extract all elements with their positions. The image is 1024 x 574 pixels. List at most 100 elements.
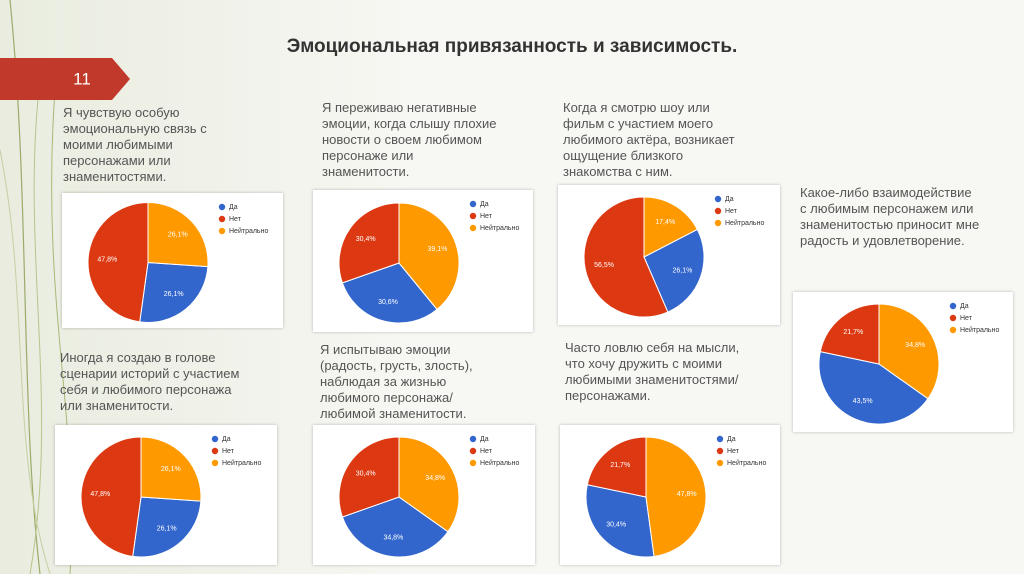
pie-slice [147,201,209,268]
chart-box: 43,5% 21,7% 34,8% Да Нет Нейтрально [793,292,1013,432]
legend-label: Нейтрально [727,459,766,467]
legend-label: Нейтрально [222,459,261,467]
legend-marker [714,219,722,227]
legend-marker [218,203,226,211]
legend-marker [716,435,724,443]
legend-label: Нейтрально [960,326,999,334]
slice-label: 56,5% [594,262,614,269]
chart-question: Я переживаю негативные эмоции, когда слы… [322,100,497,179]
chart-box: 26,1% 47,8% 26,1% Да Нет Нейтрально [62,193,283,328]
legend-marker [716,447,724,455]
pie-slice [338,202,400,284]
pie-slice [338,436,400,518]
chart-question: Когда я смотрю шоу или фильм с участием … [563,100,735,179]
legend-marker [469,224,477,232]
pie-chart: 26,1% 47,8% 26,1% Да Нет Нейтрально [87,201,268,323]
slice-label: 30,4% [356,236,376,243]
pie-chart: 26,1% 56,5% 17,4% Да Нет Нейтрально [583,195,764,318]
legend-label: Нет [480,448,493,455]
slice-label: 21,7% [610,462,630,469]
pie-slice [398,436,460,533]
legend-marker [949,326,957,334]
chart-question: Я испытываю эмоции (радость, грусть, зло… [320,342,473,421]
legend-marker [218,227,226,235]
slice-label: 30,4% [606,522,626,529]
slice-label: 17,4% [655,219,675,226]
slice-label: 43,5% [853,398,873,405]
pie-chart: 30,4% 21,7% 47,8% Да Нет Нейтрально [585,435,766,558]
legend-label: Да [480,201,489,208]
slice-label: 34,8% [425,475,445,482]
legend-marker [714,195,722,203]
slice-label: 26,1% [673,268,693,275]
slice-label: 47,8% [90,491,110,498]
pie-slice [139,261,209,323]
slide-number-banner: 11 [0,58,130,100]
pie-slice [132,496,202,558]
legend-label: Нейтрально [725,219,764,227]
slice-label: 26,1% [168,232,188,239]
pie-slice [819,303,880,365]
legend-marker [469,200,477,208]
legend-label: Да [480,436,489,443]
slice-label: 26,1% [161,466,181,473]
legend-marker [211,459,219,467]
slice-label: 30,6% [378,299,398,306]
legend-marker [218,215,226,223]
legend-marker [469,212,477,220]
pie-slice [140,436,202,502]
chart-box: 30,6% 30,4% 39,1% Да Нет Нейтрально [313,190,533,332]
legend-marker [949,302,957,310]
pie-slice [585,484,655,558]
legend-label: Да [222,436,231,443]
slide-number: 11 [73,69,91,88]
legend-marker [714,207,722,215]
pie-slice [87,201,149,323]
pie-chart: 43,5% 21,7% 34,8% Да Нет Нейтрально [818,302,999,425]
pie-slice [80,436,142,557]
slide-title: Эмоциональная привязанность и зависимост… [286,36,738,57]
pie-slice [818,351,929,425]
pie-slice [878,303,940,400]
slice-label: 39,1% [427,246,447,253]
pie-slice [645,436,707,558]
legend-label: Нет [727,448,740,455]
legend-label: Нет [960,315,973,322]
legend-label: Да [229,204,238,211]
legend-marker [211,447,219,455]
chart-question: Я чувствую особую эмоциональную связь с … [63,105,207,184]
chart-box: 30,4% 21,7% 47,8% Да Нет Нейтрально [560,425,780,565]
legend-label: Нейтрально [480,459,519,467]
chart-question: Часто ловлю себя на мысли, что хочу друж… [565,340,740,403]
legend-label: Да [960,303,969,310]
legend-marker [716,459,724,467]
legend-label: Да [727,436,736,443]
pie-slice [341,496,449,558]
legend-marker [949,314,957,322]
legend-label: Нейтрально [229,227,268,235]
chart-box: 26,1% 56,5% 17,4% Да Нет Нейтрально [558,185,780,325]
chart-box: 26,1% 47,8% 26,1% Да Нет Нейтрально [55,425,277,565]
legend-marker [469,459,477,467]
slice-label: 21,7% [843,329,863,336]
legend-marker [469,447,477,455]
chart-question: Иногда я создаю в голове сценарии истори… [60,350,240,413]
slice-label: 34,8% [905,342,925,349]
slice-label: 30,4% [356,470,376,477]
legend-marker [469,435,477,443]
legend-label: Нет [725,208,738,215]
pie-chart: 34,8% 30,4% 34,8% Да Нет Нейтрально [338,435,519,558]
slice-label: 26,1% [157,526,177,533]
pie-slice [643,196,698,258]
legend-label: Да [725,196,734,203]
chart-question: Какое-либо взаимодействие с любимым перс… [800,185,980,248]
slice-label: 26,1% [164,291,184,298]
chart-box: 34,8% 30,4% 34,8% Да Нет Нейтрально [313,425,535,565]
legend-label: Нет [222,448,235,455]
slice-label: 47,8% [97,257,117,264]
legend-label: Нейтрально [480,224,519,232]
legend-label: Нет [480,213,493,220]
pie-chart: 26,1% 47,8% 26,1% Да Нет Нейтрально [80,435,261,558]
pie-slice [583,196,669,318]
